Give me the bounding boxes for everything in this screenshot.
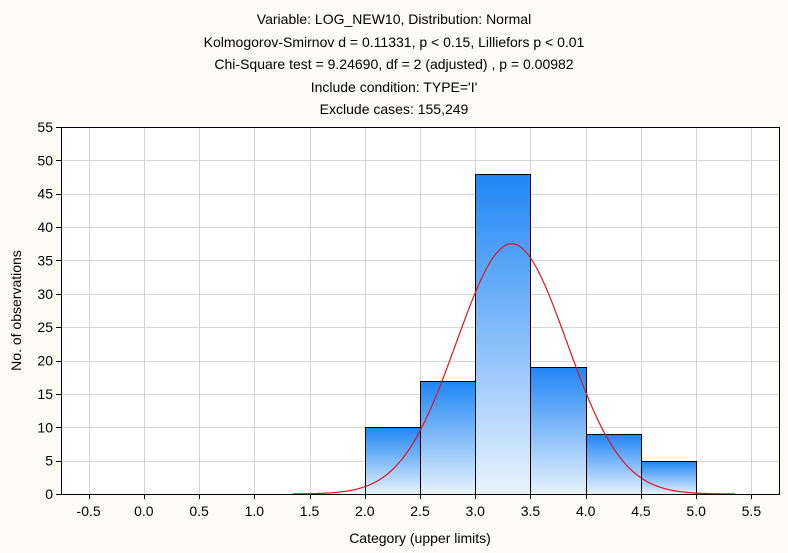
x-tick-label: 1.0 [245, 503, 265, 519]
y-tick-label: 5 [45, 453, 53, 469]
y-tick-label: 30 [37, 286, 53, 302]
title-line-chi-square: Chi-Square test = 9.24690, df = 2 (adjus… [214, 56, 574, 72]
x-tick-label: 1.5 [300, 503, 320, 519]
x-tick-label: 4.5 [631, 503, 651, 519]
x-axis-label: Category (upper limits) [349, 530, 491, 546]
x-axis: -0.5 0.0 0.5 1.0 1.5 2.0 2.5 3.0 3.5 4.0 4.5 5.0 5.5 [77, 494, 762, 519]
chart-title: Variable: LOG_NEW10, Distribution: Norma… [0, 8, 788, 121]
y-tick-label: 0 [45, 486, 53, 502]
x-tick-label: 0.5 [189, 503, 209, 519]
x-tick-label: 3.0 [465, 503, 485, 519]
title-line-variable: Variable: LOG_NEW10, Distribution: Norma… [256, 11, 532, 27]
x-tick-label: 0.0 [134, 503, 154, 519]
x-tick-label: 2.0 [355, 503, 375, 519]
y-axis-label: No. of observations [8, 250, 24, 371]
y-tick-label: 40 [37, 219, 53, 235]
x-tick-label: 5.5 [742, 503, 762, 519]
y-tick-label: 20 [37, 353, 53, 369]
x-tick-label: 4.0 [576, 503, 596, 519]
title-line-ks-test: Kolmogorov-Smirnov d = 0.11331, p < 0.15… [203, 33, 585, 50]
y-tick-label: 25 [37, 319, 53, 335]
x-tick-label: 3.5 [521, 503, 541, 519]
y-tick-label: 35 [37, 252, 53, 268]
histogram-bar [475, 174, 531, 495]
x-tick-label: -0.5 [77, 503, 101, 519]
y-tick-label: 50 [37, 152, 53, 168]
histogram-bar [641, 461, 697, 495]
title-line-include: Include condition: TYPE='I' [310, 78, 478, 95]
y-tick-label: 45 [37, 186, 53, 202]
histogram-bar [365, 427, 421, 495]
y-tick-label: 15 [37, 386, 53, 402]
histogram-bar [586, 434, 642, 495]
y-tick-label: 55 [37, 119, 53, 135]
title-line-exclude: Exclude cases: 155,249 [319, 101, 469, 117]
bars [365, 174, 697, 495]
histogram-bar [420, 381, 476, 495]
x-tick-label: 5.0 [686, 503, 706, 519]
normal-fit-curve [292, 243, 735, 495]
y-axis: 0 5 10 15 20 25 30 35 40 45 50 55 [37, 119, 61, 502]
x-tick-label: 2.5 [410, 503, 430, 519]
histogram-bar [530, 367, 587, 495]
y-tick-label: 10 [37, 419, 53, 435]
